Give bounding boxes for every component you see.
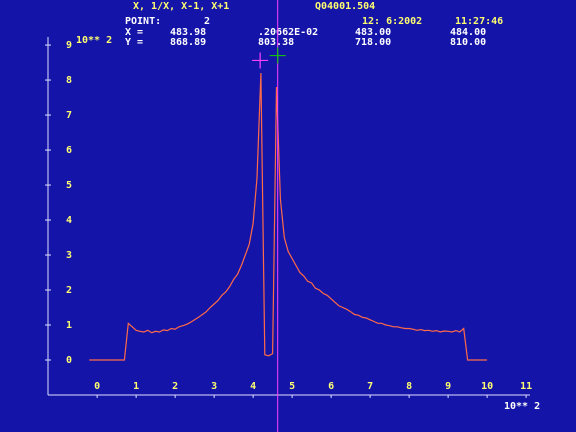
spectrum-line	[89, 72, 488, 361]
x-tick-label: 1	[133, 381, 139, 392]
x-tick-label: 7	[367, 381, 373, 392]
x-tick-label: 10	[481, 381, 493, 392]
readout-value: 810.00	[450, 37, 486, 48]
y-tick-label: 2	[66, 285, 72, 296]
x-tick-label: 9	[445, 381, 451, 392]
readout-label: Y =	[125, 37, 143, 48]
x-tick-label: 6	[328, 381, 334, 392]
cursor-cross	[269, 47, 286, 64]
file-name: Q04001.504	[315, 1, 375, 12]
y-tick-label: 5	[66, 180, 72, 191]
readout-value: 483.00	[355, 27, 391, 38]
x-tick-label: 8	[406, 381, 412, 392]
y-tick-label: 7	[66, 110, 72, 121]
y-tick-label: 1	[66, 320, 72, 331]
readout-value: .20662E-02	[258, 27, 318, 38]
y-tick-label: 0	[66, 355, 72, 366]
y-tick-label: 9	[66, 40, 72, 51]
date: 12: 6:2002	[362, 16, 422, 27]
y-tick-label: 6	[66, 145, 72, 156]
readout-value: 803.38	[258, 37, 294, 48]
y-multiplier: 10** 2	[76, 35, 112, 46]
x-multiplier: 10** 2	[504, 401, 540, 412]
x-tick-label: 11	[520, 381, 532, 392]
y-tick-label: 8	[66, 75, 72, 86]
y-tick-label: 4	[66, 215, 72, 226]
readout-value: 718.00	[355, 37, 391, 48]
point-value: 2	[204, 16, 210, 27]
point-label: POINT:	[125, 16, 161, 27]
title: X, 1/X, X-1, X+1	[133, 1, 229, 12]
y-tick-label: 3	[66, 250, 72, 261]
cursor-cross	[252, 52, 269, 69]
readout-value: 484.00	[450, 27, 486, 38]
x-tick-label: 5	[289, 381, 295, 392]
readout-value: 868.89	[170, 37, 206, 48]
x-tick-label: 4	[250, 381, 256, 392]
x-tick-label: 2	[172, 381, 178, 392]
readout-value: 483.98	[170, 27, 206, 38]
time: 11:27:46	[455, 16, 503, 27]
readout-label: X =	[125, 27, 143, 38]
x-tick-label: 3	[211, 381, 217, 392]
x-tick-label: 0	[94, 381, 100, 392]
